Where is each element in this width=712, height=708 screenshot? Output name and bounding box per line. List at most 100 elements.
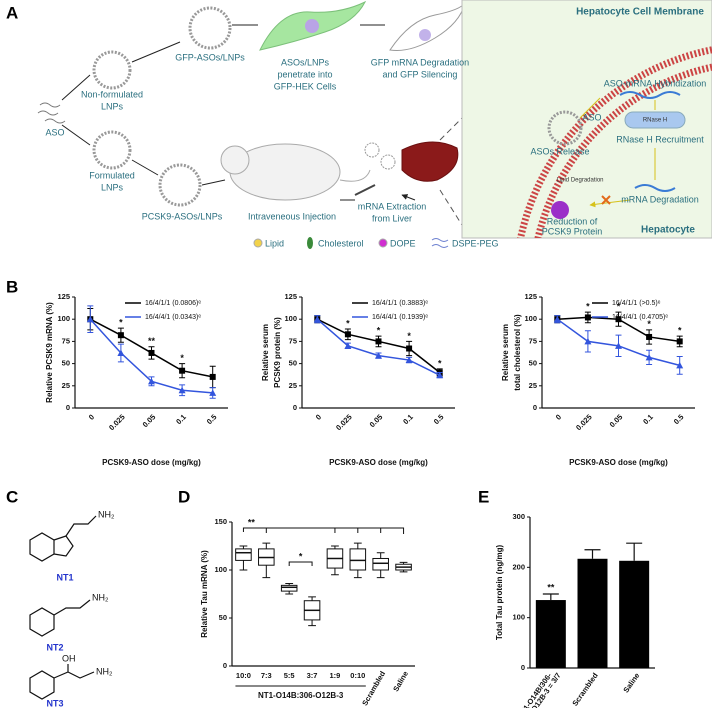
panel-label: B	[6, 277, 18, 296]
y-tick-label: 25	[529, 381, 537, 390]
x-tick-label: 5:5	[284, 671, 295, 680]
y-tick-label: 0	[223, 661, 227, 670]
whisker-low	[376, 570, 385, 579]
y-tick-label: 50	[289, 359, 297, 368]
legend-label: DSPE-PEG	[452, 238, 499, 248]
significance: *	[438, 358, 442, 368]
bracket	[288, 561, 313, 566]
label: LNPs	[101, 101, 124, 111]
y-tick-label: 150	[214, 517, 227, 526]
group-label: NT1-O14B:306-O12B-3	[258, 691, 344, 700]
y-axis-label: Total Tau protein (ng/mg)	[495, 545, 504, 641]
y-tick-label: 0	[521, 663, 525, 672]
structures	[29, 515, 97, 700]
label: mRNA Extraction	[358, 201, 427, 211]
marker	[179, 367, 186, 374]
label: ASOs Release	[530, 146, 589, 156]
x-tick-label: 0.05	[608, 412, 625, 429]
x-tick-label: 0.5	[205, 412, 219, 426]
marker	[313, 315, 321, 323]
group-label: OH	[62, 653, 76, 663]
y-tick-label: 0	[533, 403, 537, 412]
x-tick-label: 0.05	[141, 412, 158, 429]
legend-label: DOPE	[390, 238, 416, 248]
x-tick-label: 0.1	[641, 412, 655, 426]
marker	[375, 338, 382, 345]
y-tick-label: 25	[289, 381, 297, 390]
y-tick-label: 50	[529, 359, 537, 368]
marker	[375, 352, 382, 359]
structure-labels: NH₂ NT1 NH₂ NT2 OH NH₂ NT3	[46, 509, 115, 708]
group-label: NH₂	[92, 592, 109, 602]
whisker-high	[308, 596, 316, 601]
label: from Liver	[372, 213, 412, 223]
x-tick-label: 3:7	[307, 671, 318, 680]
marker	[405, 356, 413, 364]
label: ASO-mRNA Hybridization	[604, 78, 707, 88]
x-tick-label: 10:0	[236, 671, 251, 680]
marker	[117, 349, 125, 356]
panel-label: A	[6, 3, 18, 22]
x-tick-label: Scrambled	[570, 671, 600, 708]
box	[349, 548, 367, 571]
whisker-low	[331, 568, 339, 576]
marker	[584, 337, 592, 345]
significance: *	[647, 319, 651, 329]
x-tick-label: 0.025	[574, 412, 594, 432]
label: ASOs/LNPs	[281, 57, 330, 67]
box	[372, 557, 389, 571]
significance: *	[678, 325, 682, 335]
y-tick-label: 50	[219, 613, 227, 622]
bar	[619, 560, 650, 668]
x-tick-label: 0.5	[672, 412, 686, 426]
x-tick-label: 0.025	[334, 412, 354, 432]
x-tick-label: 0	[314, 412, 323, 421]
y-tick-label: 100	[57, 314, 70, 323]
significance: *	[377, 325, 381, 335]
x-axis-label: PCSK9-ASO dose (mg/kg)	[329, 458, 428, 467]
marker	[436, 371, 444, 379]
y-tick-label: 100	[512, 613, 525, 622]
x-tick-label: 0.5	[432, 412, 446, 426]
marker	[148, 349, 155, 356]
x-tick-label: 0	[554, 412, 563, 421]
x-tick-label: 1:9	[330, 671, 341, 680]
y-tick-label: 300	[512, 512, 525, 521]
panel-label: C	[6, 487, 18, 506]
y-axis-label: PCSK9 protein (%)	[273, 317, 282, 388]
whisker-high	[262, 542, 271, 549]
y-tick-label: 75	[529, 336, 537, 345]
y-tick-label: 100	[214, 565, 227, 574]
marker	[676, 361, 684, 369]
y-axis-label: Relative PCSK9 mRNA (%)	[45, 302, 54, 403]
label: Hepatocyte	[641, 225, 695, 236]
significance: **	[148, 336, 156, 346]
label: Lipid Degradation	[556, 178, 603, 184]
x-tick-label: 0	[87, 412, 96, 421]
marker	[117, 332, 124, 339]
y-axis-label: total cholesterol (%)	[513, 314, 522, 391]
x-tick-label: 0.05	[368, 412, 385, 429]
error-bar	[584, 549, 601, 559]
label: PCSK9-ASOs/LNPs	[142, 211, 223, 221]
label: Intraveneous Injection	[248, 211, 336, 221]
significance: *	[407, 331, 411, 341]
y-tick-label: 125	[524, 292, 537, 301]
marker	[209, 373, 216, 380]
marker	[615, 342, 622, 349]
y-tick-label: 125	[57, 292, 70, 301]
panel-label: D	[178, 487, 190, 506]
marker	[584, 314, 591, 321]
significance: **	[547, 582, 555, 592]
label: RNase H	[643, 118, 667, 124]
marker	[645, 353, 653, 361]
significance: *	[617, 301, 621, 311]
legend-label: 16/4/1/1 (0.0806)ᵉ	[145, 300, 201, 307]
y-axis-label: Relative serum	[501, 324, 510, 381]
marker	[86, 315, 94, 323]
marker	[615, 316, 622, 323]
bar	[577, 558, 608, 668]
x-axis-label: PCSK9-ASO dose (mg/kg)	[102, 458, 201, 467]
